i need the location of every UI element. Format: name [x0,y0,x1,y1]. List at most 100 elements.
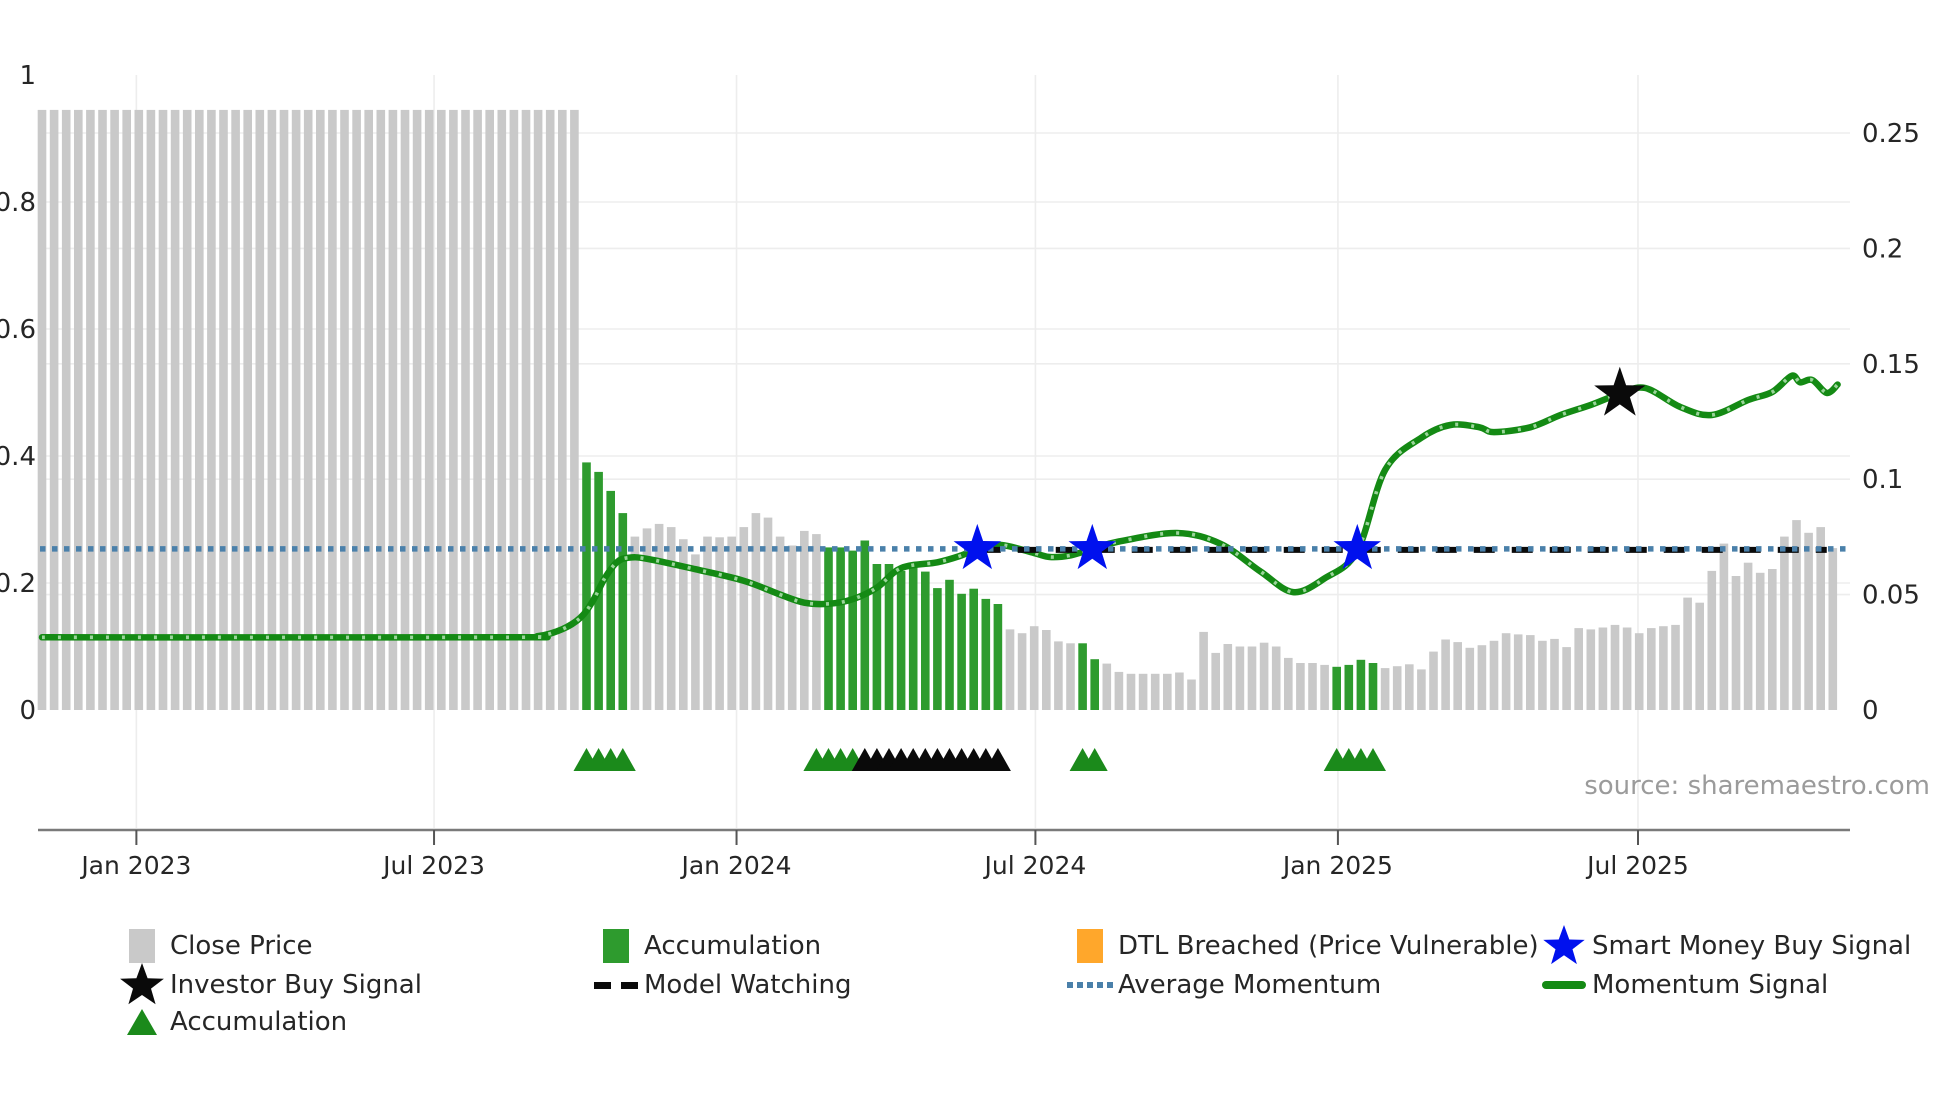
close-price-bar [1284,657,1293,710]
close-price-bar [437,109,446,710]
legend-label: DTL Breached (Price Vulnerable) [1118,931,1539,961]
left-axis-tick-label: 0.8 [0,188,36,218]
close-price-bar [195,109,204,710]
close-price-bar [291,109,301,710]
close-price-bar [1816,527,1825,710]
close-price-bar [1755,572,1765,710]
close-price-bar [328,109,337,710]
close-price-bar [449,109,458,710]
close-price-bar [340,109,349,710]
accumulation-bar [1090,659,1099,710]
close-price-bar [703,536,712,710]
close-price-bar [255,109,265,710]
legend-item-dtl-breached: DTL Breached (Price Vulnerable) [1066,926,1539,966]
close-price-bar [1574,628,1583,710]
close-price-bar [170,109,180,710]
close-price-bar [267,109,277,710]
close-price-bar [1586,629,1596,710]
x-tick-label: Jan 2023 [79,851,191,880]
accumulation-triangle-icon [1360,748,1386,771]
close-price-bar [110,109,119,710]
close-price-bar [1187,679,1196,710]
legend-label: Average Momentum [1118,970,1382,1000]
green-triangle-icon [127,1009,157,1035]
blue-dotted-icon [1067,982,1113,988]
close-price-bar [533,109,543,710]
close-price-bar [727,536,736,710]
close-price-bar [1223,644,1233,710]
close-price-bar [1235,646,1245,710]
x-tick-label: Jul 2025 [1585,851,1689,880]
close-price-bar [642,528,652,710]
close-price-bar [279,109,289,710]
close-price-bar [1320,664,1329,710]
close-price-bar [763,517,773,710]
accumulation-bar [824,547,833,710]
close-price-bar [1429,651,1438,710]
legend-label: Momentum Signal [1592,970,1829,1000]
right-axis-tick-label: 0.15 [1862,350,1920,380]
close-price-bar [1199,631,1208,710]
close-price-bar [1719,543,1729,710]
right-axis-tick-label: 0.05 [1862,581,1920,611]
accumulation-bar [981,598,991,710]
close-price-bar [1441,639,1450,710]
close-price-bar [98,109,107,710]
close-price-bar [1405,664,1414,710]
accumulation-bar [957,593,966,710]
investor-buy-star-icon [1594,366,1646,416]
close-price-bar [134,109,144,710]
close-price-bar [37,109,47,710]
accumulation-bar [836,547,845,710]
close-price-bar [1175,672,1184,710]
smart-money-buy-star-icon [1068,523,1117,570]
close-price-bar [1671,624,1680,710]
left-axis-tick-label: 0 [19,696,36,726]
close-price-bar [630,536,640,710]
legend-item-accumulation-bar: Accumulation [592,926,821,966]
close-price-bar [243,109,252,710]
buy-signal-stars [953,366,1646,570]
close-price-bar [352,109,361,710]
close-price-bar [219,109,228,710]
right-axis-tick-label: 0.2 [1862,234,1903,264]
close-price-bar [1647,628,1656,710]
close-price-bar [1792,520,1801,710]
accumulation-swatch-icon [603,929,629,963]
close-price-bar [521,109,531,710]
accumulation-triangle-icon [609,748,636,771]
legend-label: Close Price [170,931,313,961]
close-price-bar [1102,663,1112,710]
watch-triangle-icon [984,748,1011,771]
close-price-bar [691,554,700,710]
close-price-bar [388,109,398,710]
close-price-bar [509,109,519,710]
x-tick-label: Jan 2024 [679,851,791,880]
legend-item-model-watching: Model Watching [592,965,851,1005]
close-price-bar [1489,640,1499,710]
close-price-bar [485,109,494,710]
smart-money-buy-star-icon [953,523,1002,570]
price-momentum-chart: Jan 2023 Jul 2023 Jan 2024 Jul 2024 Jan 2025… [0,61,1930,880]
close-price-bar [570,109,579,710]
dtl-breached-swatch-icon [1077,929,1103,963]
close-price-bar [1054,641,1063,710]
legend-item-investor-buy: Investor Buy Signal [118,963,422,1005]
close-price-bar [1247,646,1257,710]
close-price-bar [303,109,313,710]
close-price-bar [1622,627,1632,710]
close-price-bar [812,534,821,710]
green-line-icon [1542,981,1586,989]
right-axis-tick-label: 0 [1862,696,1879,726]
close-price-bar [1804,532,1813,710]
legend-label: Accumulation [170,1007,348,1037]
close-price-bar [1780,536,1789,710]
close-price-bar [1017,633,1027,710]
x-tick-label: Jul 2024 [983,851,1087,880]
left-axis-tick-label: 0.2 [0,569,36,599]
close-price-bar [654,523,664,710]
close-price-bar [1610,624,1620,710]
accumulation-bar [872,564,882,710]
black-dash-icon [594,981,638,989]
